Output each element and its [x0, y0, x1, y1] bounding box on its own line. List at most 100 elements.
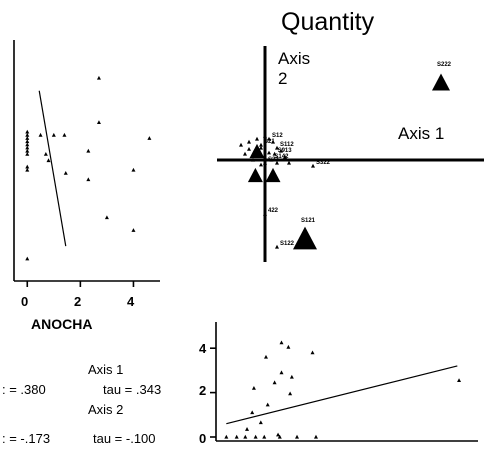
ordination-species-marker-4	[311, 163, 315, 168]
anocha-x-tick-2: 2	[74, 294, 82, 309]
anocha-xlabel: ANOCHA	[31, 316, 93, 332]
ordination-big-marker-2	[265, 167, 281, 183]
ordination-species-marker-0	[432, 73, 450, 91]
axis1-stat-r: : = .380	[2, 382, 46, 397]
anocha-point-19	[96, 75, 101, 80]
axis1-y-tick-2: 2	[199, 383, 207, 398]
anocha-point-24	[147, 136, 152, 140]
anocha-point-15	[62, 132, 67, 137]
axis1-panel-point-12	[245, 427, 250, 431]
ordination-species-marker-3	[263, 211, 267, 216]
anocha-point-14	[51, 132, 56, 137]
ordination-cluster-point-5	[243, 151, 247, 156]
anocha-regression-line	[38, 90, 67, 247]
ordination-species-marker-8	[269, 157, 274, 162]
anocha-point-16	[63, 170, 68, 175]
anocha-point-20	[96, 120, 101, 125]
ordination-cluster-point-3	[263, 133, 267, 138]
ordination-species-label-4: S322	[316, 160, 331, 166]
anocha-point-23	[131, 228, 136, 232]
anocha-point-7	[25, 151, 30, 156]
ordination-species-marker-2	[275, 244, 279, 249]
ordination-species-label-8: S142	[274, 154, 289, 160]
ordination-cluster-point-12	[259, 162, 263, 167]
anocha-point-8	[25, 164, 30, 169]
anocha-point-21	[104, 215, 109, 220]
axis1-panel-point-21	[313, 434, 318, 439]
anocha-point-12	[43, 151, 48, 156]
anocha-point-6	[25, 148, 30, 153]
axis1-panel-point-2	[310, 350, 315, 355]
axis1-panel-point-4	[279, 370, 284, 375]
anocha-point-22	[131, 167, 136, 172]
anocha-point-4	[25, 142, 30, 147]
anocha-point-3	[25, 139, 30, 144]
ordination-cluster-point-11	[287, 160, 291, 165]
ordination-cluster-point-9	[251, 157, 255, 162]
ordination-species-label-3: 422	[268, 208, 279, 214]
axis1-stat-label: Axis 1	[88, 362, 124, 377]
anocha-point-11	[38, 132, 43, 137]
axis1-panel-point-8	[288, 391, 293, 396]
axis1-panel-point-6	[272, 380, 277, 385]
axis1-panel-point-5	[289, 374, 294, 379]
ordination-cluster-point-1	[247, 139, 251, 144]
axis1-panel-point-1	[286, 344, 291, 349]
ordination-species-marker-6	[275, 145, 279, 150]
axis2-label: Axis 2	[278, 49, 310, 89]
ordination-species-marker-9	[259, 142, 263, 147]
ordination-species-label-7: S913	[278, 148, 293, 154]
axis1-panel-point-18	[262, 434, 267, 439]
ordination-species-marker-1	[293, 226, 317, 250]
axis1-panel-point-13	[276, 432, 281, 437]
anocha-x-tick-4: 4	[127, 294, 135, 309]
anocha-point-1	[25, 132, 30, 137]
ordination-species-label-9: S21	[264, 139, 275, 145]
ordination-cluster-point-8	[283, 154, 287, 159]
axis1-panel-point-19	[277, 434, 282, 439]
ordination-cluster-point-14	[247, 147, 251, 151]
axis2-stat-tau: tau = -.100	[93, 431, 156, 446]
axis1-panel-point-17	[253, 434, 258, 439]
ordination-cluster-point-0	[239, 142, 243, 147]
ordination-species-marker-7	[272, 151, 277, 156]
axis1-panel-regression-line	[226, 365, 458, 425]
axis1-y-tick-4: 4	[199, 341, 207, 356]
ordination-cluster-point-2	[255, 136, 259, 141]
ordination-big-marker-0	[249, 143, 265, 159]
chart-title: Quantity	[281, 8, 375, 36]
anocha-point-10	[25, 256, 30, 261]
anocha-point-5	[25, 145, 30, 150]
ordination-cluster-point-4	[271, 139, 275, 144]
ordination-species-label-0: S222	[437, 62, 452, 68]
ordination-species-marker-10	[263, 160, 267, 165]
ordination-species-label-5: S12	[272, 133, 283, 139]
axis1-panel-point-10	[250, 410, 255, 415]
axis1-panel-point-20	[295, 434, 300, 439]
ordination-cluster-point-7	[279, 148, 283, 153]
ordination-big-marker-1	[247, 167, 263, 183]
axis2-label-line2: 2	[278, 69, 288, 88]
axis1-panel-point-15	[234, 434, 239, 439]
axis1-panel-point-14	[224, 434, 229, 439]
axis1-panel-point-22	[457, 378, 462, 382]
ordination-species-label-2: S122	[280, 241, 295, 247]
axis2-label-line1: Axis	[278, 49, 311, 68]
anocha-x-tick-0: 0	[21, 294, 29, 309]
axis1-panel-point-11	[258, 420, 263, 425]
axis1-stat-tau: tau = .343	[103, 382, 162, 397]
ordination-species-label-6: S112	[280, 142, 294, 148]
axis1-panel-point-3	[263, 354, 268, 359]
axis1-label: Axis 1	[398, 124, 445, 143]
axis2-stat-label: Axis 2	[88, 402, 124, 417]
axis1-panel-point-7	[251, 385, 256, 390]
anocha-point-13	[46, 158, 51, 163]
anocha-point-9	[25, 167, 30, 172]
axis1-panel-point-16	[243, 434, 248, 439]
anocha-point-17	[86, 148, 91, 153]
anocha-point-2	[25, 136, 30, 140]
ordination-cluster-point-10	[275, 160, 279, 165]
ordination-cluster-point-6	[259, 145, 263, 150]
ordination-species-label-1: S121	[301, 218, 316, 224]
